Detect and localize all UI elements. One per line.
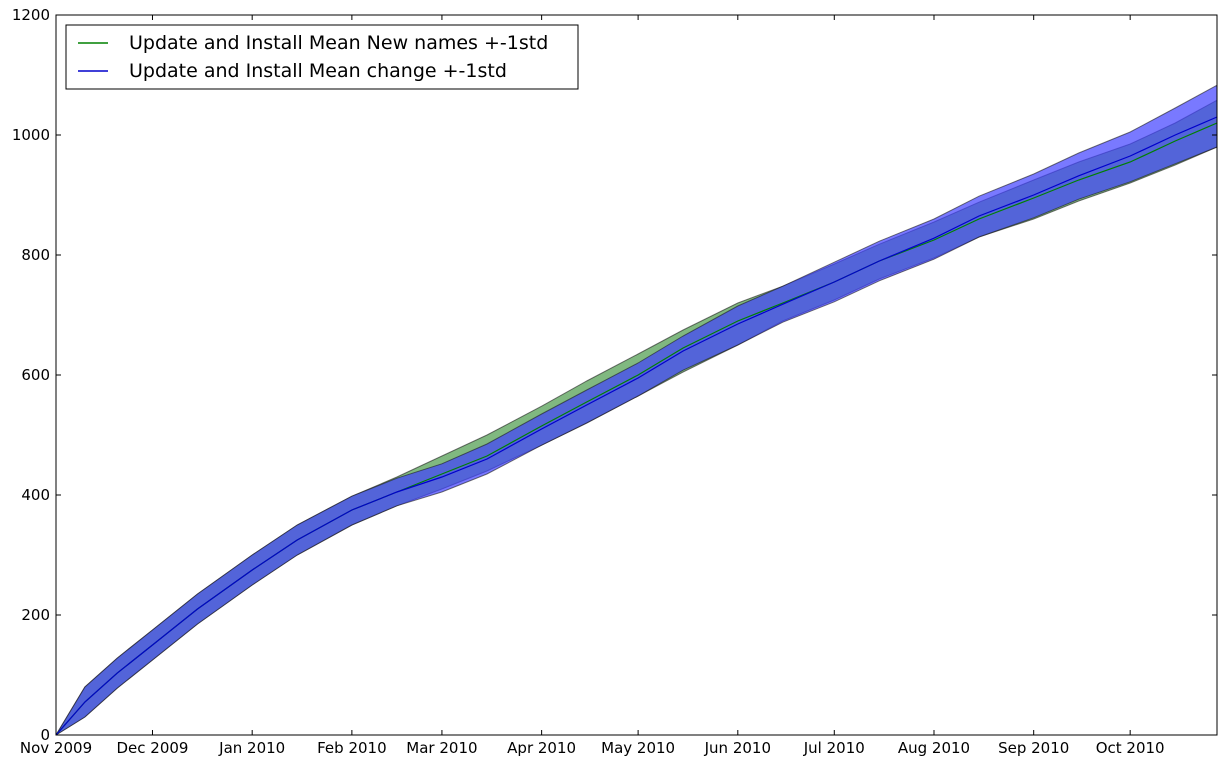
x-tick-label: Aug 2010: [898, 739, 970, 757]
y-tick-label: 0: [40, 726, 50, 744]
y-tick-label: 800: [21, 246, 50, 264]
x-tick-label: Jan 2010: [218, 739, 285, 757]
y-tick-label: 1000: [12, 126, 50, 144]
y-tick-label: 200: [21, 606, 50, 624]
y-tick-label: 1200: [12, 6, 50, 24]
mean-line-2: [55, 116, 1218, 736]
y-tick-label: 600: [21, 366, 50, 384]
legend-box: [65, 24, 579, 90]
x-tick-label: May 2010: [601, 739, 675, 757]
axis-ticks: 0 200 400 600 800 1000 1200 Nov 2009 Dec 2009 Jan…: [12, 6, 1217, 757]
x-tick-label: Sep 2010: [998, 739, 1069, 757]
x-tick-label: Jul 2010: [803, 739, 865, 757]
legend: Update and Install Mean New names +-1std…: [65, 24, 579, 90]
x-tick-label: Jun 2010: [704, 739, 771, 757]
x-tick-label: Apr 2010: [507, 739, 576, 757]
x-tick-label: Oct 2010: [1096, 739, 1165, 757]
x-tick-label: Dec 2009: [116, 739, 188, 757]
x-tick-label: Feb 2010: [317, 739, 387, 757]
y-tick-label: 400: [21, 486, 50, 504]
legend-label-1: Update and Install Mean New names +-1std: [129, 32, 548, 54]
x-tick-label: Nov 2009: [20, 739, 92, 757]
x-tick-label: Mar 2010: [406, 739, 477, 757]
mean-lines: [55, 116, 1218, 736]
plot-frame: [55, 14, 1218, 736]
legend-label-2: Update and Install Mean change +-1std: [129, 60, 507, 82]
